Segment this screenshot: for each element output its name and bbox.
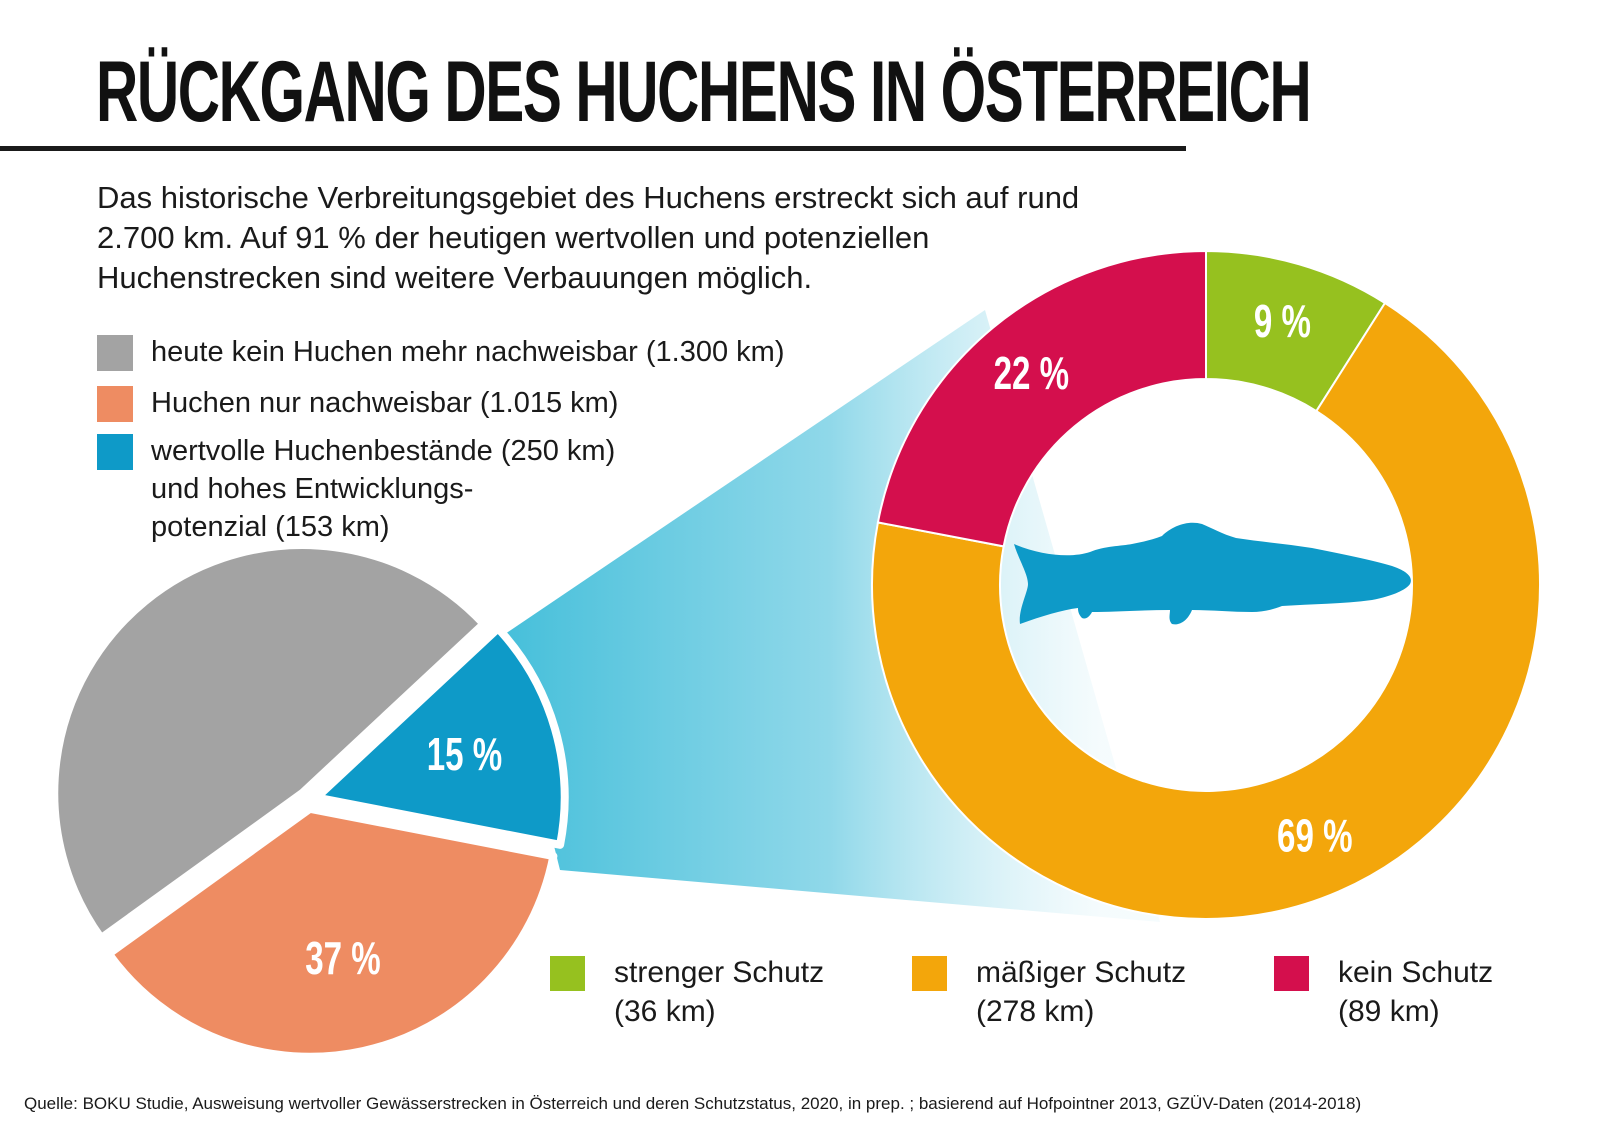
intro-line: Huchenstrecken sind weitere Verbauungen … — [97, 260, 813, 295]
legend-label: mäßiger Schutz (278 km) — [976, 956, 1187, 1028]
legend-label: Huchen nur nachweisbar (1.015 km) — [151, 387, 619, 419]
intro-line: Das historische Verbreitungsgebiet des H… — [97, 180, 1080, 215]
pie-value-label: 37 % — [305, 934, 380, 984]
legend-label: wertvolle Huchenbestände (250 km) und ho… — [151, 435, 616, 543]
legend-swatch-orange — [97, 386, 133, 422]
donut-slice-none — [876, 249, 1207, 548]
legend-swatch-grey — [97, 335, 133, 371]
legend-label: strenger Schutz (36 km) — [614, 956, 825, 1028]
pie-value-label: 15 % — [427, 730, 502, 780]
intro-text: Das historische Verbreitungsgebiet des H… — [97, 178, 1217, 298]
pie-slice-valuable — [312, 624, 569, 849]
fish-icon — [1014, 522, 1411, 625]
legend-swatch-yellow — [912, 956, 947, 991]
donut-value-label: 9 % — [1254, 297, 1311, 347]
legend-swatch-blue — [97, 434, 133, 470]
donut-value-label: 22 % — [994, 349, 1069, 399]
legend-label: kein Schutz (89 km) — [1338, 956, 1494, 1028]
source-note: Quelle: BOKU Studie, Ausweisung wertvoll… — [24, 1094, 1362, 1113]
donut-slice-moderate — [871, 301, 1541, 920]
legend-label: heute kein Huchen mehr nachweisbar (1.30… — [151, 336, 785, 368]
legend-swatch-red — [1274, 956, 1309, 991]
legend-swatch-green — [550, 956, 585, 991]
protection-donut: 9 % 69 % 22 % — [871, 249, 1541, 920]
intro-line: 2.700 km. Auf 91 % der heutigen wertvoll… — [97, 220, 930, 255]
pie-slice-no-huchen — [50, 541, 488, 943]
donut-value-label: 69 % — [1277, 811, 1352, 861]
page-title: RÜCKGANG DES HUCHENS IN ÖSTERREICH — [96, 44, 1312, 140]
distribution-pie: 15 % 37 % — [50, 541, 569, 1061]
pie-slice-detectable — [104, 804, 558, 1061]
title-rule — [0, 146, 1186, 151]
